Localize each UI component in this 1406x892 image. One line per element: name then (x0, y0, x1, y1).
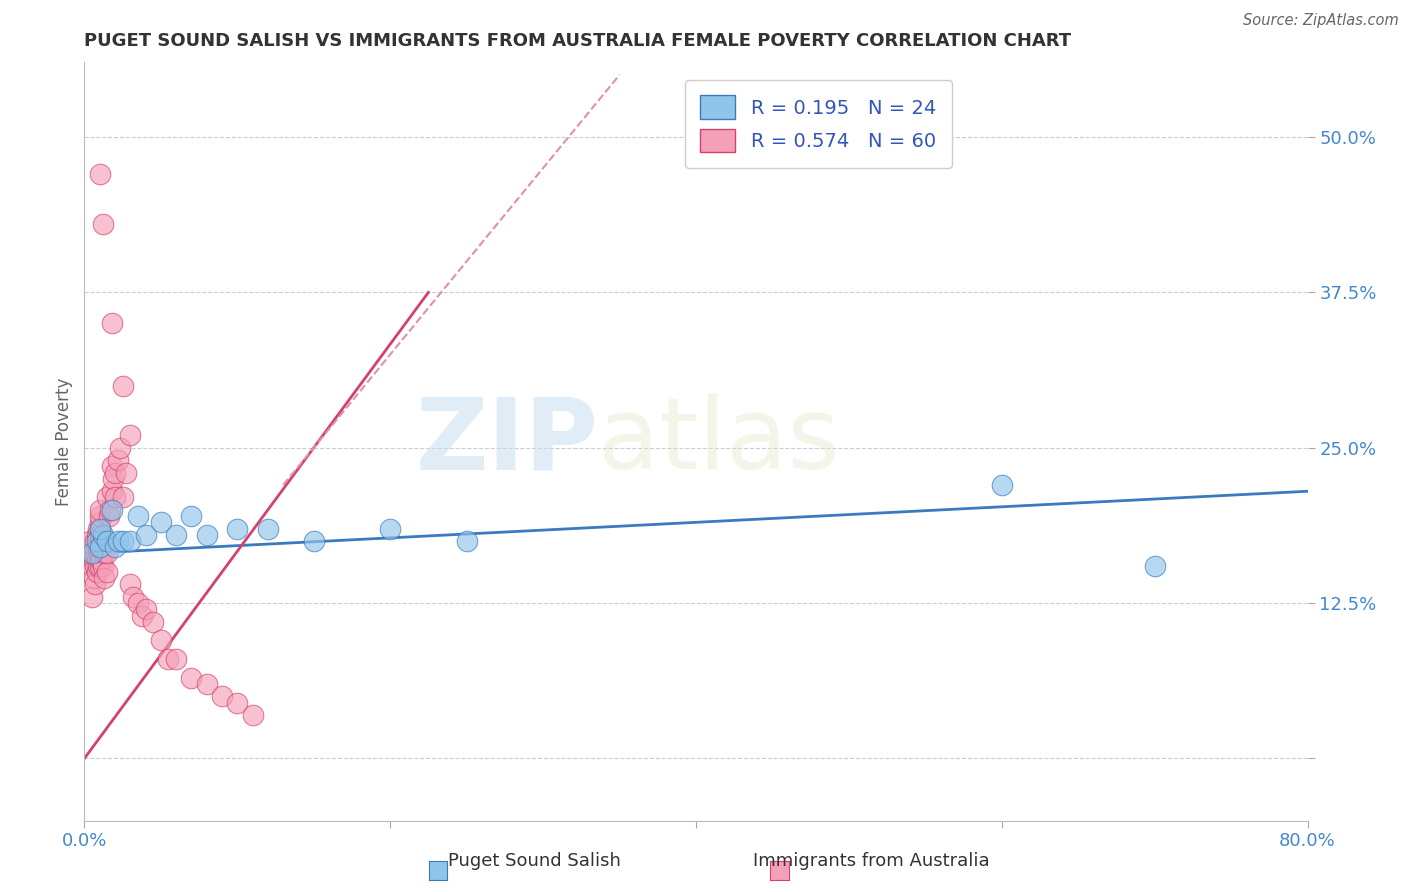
Point (83, 552, 105, 566)
Point (103, 472, 125, 486)
Point (91, 217, 114, 231)
Point (101, 484, 124, 499)
Point (89, 540, 111, 554)
Point (79, 533, 101, 548)
Point (127, 509, 149, 524)
Point (93, 571, 115, 585)
Point (89, 522, 111, 536)
Point (107, 453, 129, 467)
Point (87, 540, 110, 554)
Point (86, 533, 108, 548)
Point (165, 652, 187, 666)
Point (96, 533, 118, 548)
Point (111, 378, 134, 392)
Point (180, 509, 202, 524)
Point (131, 608, 153, 623)
Point (87, 558, 110, 573)
Point (104, 466, 127, 480)
Point (991, 478, 1014, 492)
Point (111, 491, 134, 505)
Point (89, 522, 111, 536)
Point (96, 546, 118, 560)
Point (101, 317, 124, 331)
Point (114, 466, 136, 480)
Point (142, 615, 165, 629)
Text: atlas: atlas (598, 393, 839, 490)
Point (101, 459, 124, 474)
Point (83, 571, 105, 585)
Point (80, 546, 103, 560)
Point (149, 633, 172, 648)
Point (257, 522, 280, 536)
Point (120, 533, 142, 548)
Point (87, 546, 110, 560)
Point (1143, 558, 1166, 573)
Point (302, 533, 325, 548)
Point (211, 690, 233, 704)
Point (93, 546, 115, 560)
Point (120, 577, 142, 591)
Text: PUGET SOUND SALISH VS IMMIGRANTS FROM AUSTRALIA FEMALE POVERTY CORRELATION CHART: PUGET SOUND SALISH VS IMMIGRANTS FROM AU… (84, 32, 1071, 50)
Point (89, 509, 111, 524)
Point (195, 677, 218, 691)
Text: Puget Sound Salish: Puget Sound Salish (449, 852, 620, 870)
Point (89, 503, 111, 517)
Point (111, 533, 134, 548)
Point (157, 652, 180, 666)
Point (89, 558, 111, 573)
Point (120, 428, 142, 442)
Point (86, 528, 108, 542)
Point (97, 509, 120, 524)
Point (127, 596, 149, 610)
Point (98, 503, 121, 517)
Point (195, 528, 218, 542)
Point (80, 590, 103, 604)
Text: Source: ZipAtlas.com: Source: ZipAtlas.com (1243, 13, 1399, 29)
Point (226, 522, 249, 536)
Point (87, 522, 110, 536)
Point (101, 503, 124, 517)
Point (96, 565, 118, 579)
Point (80, 558, 103, 573)
Point (456, 533, 478, 548)
Point (135, 602, 157, 616)
Point (180, 671, 202, 685)
Point (242, 708, 264, 723)
Point (89, 516, 111, 530)
Point (91, 528, 114, 542)
Point (226, 696, 249, 710)
Point (104, 540, 127, 554)
Point (86, 565, 108, 579)
Point (84, 546, 107, 560)
Point (122, 590, 145, 604)
Point (89, 546, 111, 560)
Point (165, 528, 187, 542)
Point (89, 533, 111, 548)
Point (89, 540, 111, 554)
Text: Immigrants from Australia: Immigrants from Australia (754, 852, 990, 870)
Point (84, 558, 107, 573)
Point (86, 552, 108, 566)
Y-axis label: Female Poverty: Female Poverty (55, 377, 73, 506)
Point (135, 528, 157, 542)
Point (380, 522, 402, 536)
Point (89, 528, 111, 542)
Point (149, 516, 172, 530)
Text: ZIP: ZIP (415, 393, 598, 490)
Point (89, 552, 111, 566)
Point (91, 533, 114, 548)
Point (84, 533, 107, 548)
Point (96, 491, 118, 505)
Point (104, 491, 127, 505)
Point (84, 577, 107, 591)
Legend: R = 0.195   N = 24, R = 0.574   N = 60: R = 0.195 N = 24, R = 0.574 N = 60 (685, 79, 952, 168)
Point (91, 558, 114, 573)
Point (89, 167, 111, 181)
Point (90, 552, 112, 566)
Point (107, 533, 129, 548)
Point (90, 533, 112, 548)
Point (108, 441, 131, 455)
